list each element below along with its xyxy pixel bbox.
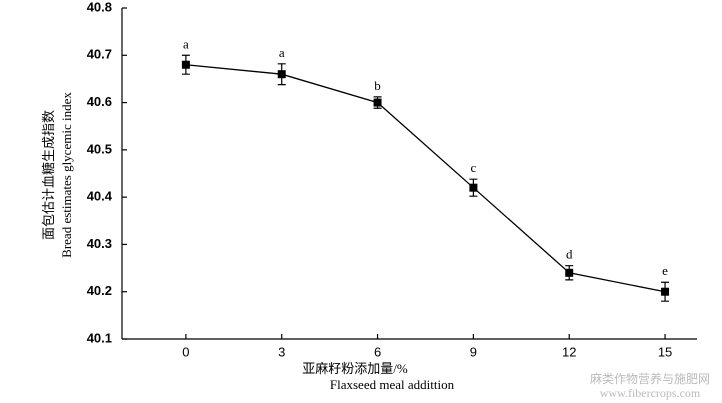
line [185, 64, 666, 293]
marker [373, 98, 382, 107]
x-tick-label: 15 [658, 344, 672, 359]
y-tick-label: 40.2 [87, 283, 112, 298]
watermark: 麻类作物营养与施肥网 [590, 371, 710, 386]
x-tick-label: 6 [374, 344, 381, 359]
marker [181, 60, 190, 69]
annotation: a [279, 45, 285, 60]
x-tick-label: 9 [470, 344, 477, 359]
marker [277, 70, 286, 79]
y-tick-label: 40.3 [87, 236, 112, 251]
annotation: b [374, 78, 381, 93]
watermark: www.fibercrops.com [600, 386, 701, 400]
x-tick-label: 0 [182, 344, 189, 359]
annotation: d [566, 247, 573, 262]
x-axis-label: 亚麻籽粉添加量/% [302, 361, 408, 376]
x-tick-label: 12 [562, 344, 576, 359]
x-axis-label: Flaxseed meal addittion [330, 377, 455, 392]
y-tick-label: 40.6 [87, 94, 112, 109]
y-axis-label: 面包估计血糖生成指数 [41, 110, 56, 240]
annotation: a [183, 36, 189, 51]
annotation: c [470, 160, 476, 175]
y-axis-label: Bread estimates glycemic index [59, 92, 74, 258]
marker [565, 268, 574, 277]
annotation: e [662, 263, 668, 278]
y-tick-label: 40.7 [87, 47, 112, 62]
x-tick-label: 3 [278, 344, 285, 359]
y-tick-label: 40.5 [87, 141, 112, 156]
marker [469, 183, 478, 192]
y-tick-label: 40.4 [87, 189, 113, 204]
y-tick-label: 40.1 [87, 330, 112, 345]
y-tick-label: 40.8 [87, 0, 112, 14]
marker [661, 287, 670, 296]
